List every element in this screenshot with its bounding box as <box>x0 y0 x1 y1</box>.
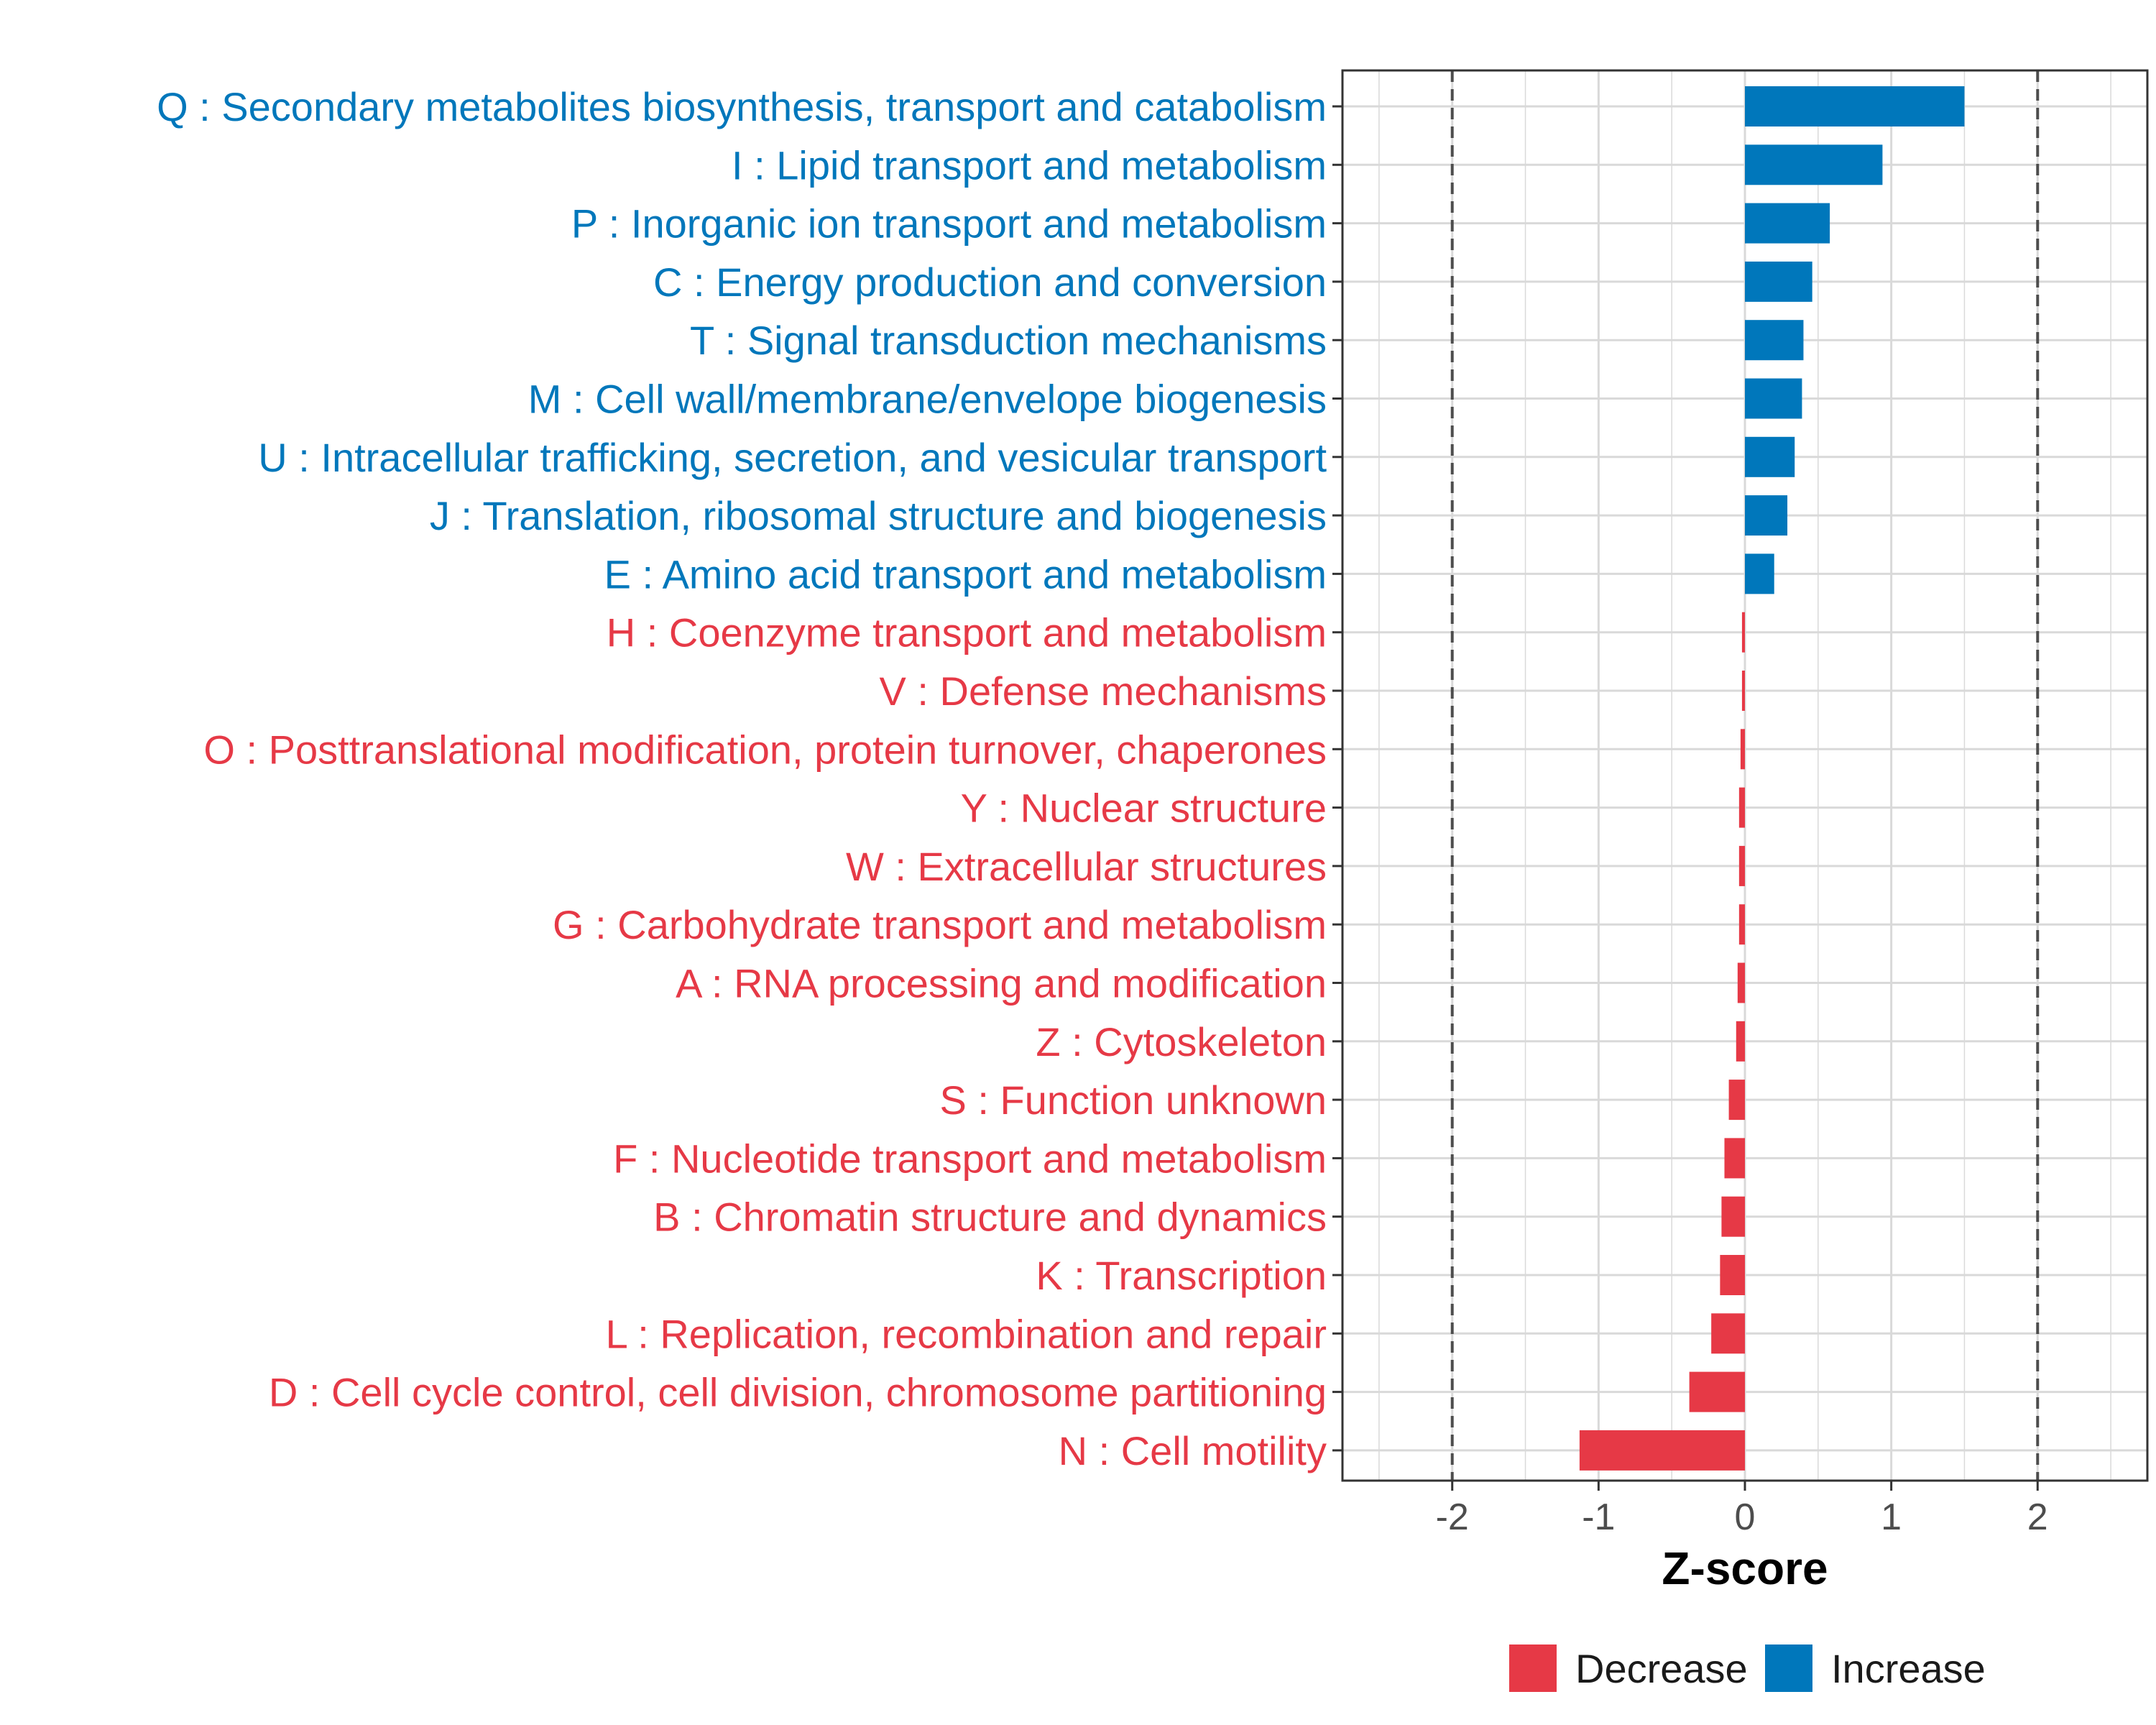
category-label: W : Extracellular structures <box>846 844 1327 889</box>
bar <box>1745 144 1883 185</box>
bar <box>1745 436 1795 477</box>
x-axis-title: Z-score <box>1662 1542 1828 1594</box>
legend-label-increase: Increase <box>1831 1646 1986 1691</box>
category-label: D : Cell cycle control, cell division, c… <box>269 1370 1327 1415</box>
legend: Decrease Increase <box>1509 1644 1986 1692</box>
category-label: K : Transcription <box>1036 1253 1327 1298</box>
bar <box>1740 729 1745 770</box>
bar <box>1728 1080 1745 1121</box>
grid-layer <box>1342 70 2147 1481</box>
category-label: O : Posttranslational modification, prot… <box>203 727 1327 772</box>
bar <box>1579 1430 1745 1471</box>
bar <box>1736 1021 1745 1062</box>
bar <box>1689 1371 1745 1412</box>
category-label: F : Nucleotide transport and metabolism <box>613 1136 1327 1181</box>
bar <box>1745 553 1774 594</box>
category-label: B : Chromatin structure and dynamics <box>653 1195 1327 1240</box>
bar-layer <box>1579 86 1965 1471</box>
category-label: G : Carbohydrate transport and metabolis… <box>553 902 1327 947</box>
x-tick-label: 0 <box>1735 1496 1756 1538</box>
bar <box>1711 1313 1745 1354</box>
category-label: T : Signal transduction mechanisms <box>690 318 1327 363</box>
bar <box>1741 612 1745 653</box>
category-label: S : Function unknown <box>939 1077 1327 1123</box>
category-labels: Q : Secondary metabolites biosynthesis, … <box>157 84 1342 1473</box>
category-label: I : Lipid transport and metabolism <box>732 142 1327 188</box>
x-tick-label: -1 <box>1582 1496 1615 1538</box>
category-label: E : Amino acid transport and metabolism <box>604 551 1327 597</box>
bar <box>1721 1196 1745 1237</box>
bar <box>1738 904 1745 945</box>
legend-swatch-decrease <box>1509 1644 1557 1692</box>
category-label: V : Defense mechanisms <box>880 668 1327 714</box>
category-label: J : Translation, ribosomal structure and… <box>430 493 1327 538</box>
category-label: Z : Cytoskeleton <box>1036 1019 1327 1064</box>
x-tick-label: 1 <box>1881 1496 1902 1538</box>
x-tick-label: -2 <box>1436 1496 1469 1538</box>
threshold-layer <box>1450 70 2040 1481</box>
bar <box>1745 86 1965 126</box>
bar <box>1720 1255 1745 1295</box>
category-label: N : Cell motility <box>1059 1428 1327 1473</box>
bar <box>1738 845 1745 886</box>
category-label: Y : Nuclear structure <box>961 786 1327 831</box>
legend-swatch-increase <box>1765 1644 1812 1692</box>
category-label: C : Energy production and conversion <box>653 259 1327 305</box>
bar <box>1738 787 1745 828</box>
category-label: H : Coenzyme transport and metabolism <box>607 610 1327 656</box>
category-label: M : Cell wall/membrane/envelope biogenes… <box>528 377 1327 422</box>
category-label: L : Replication, recombination and repai… <box>606 1311 1327 1356</box>
bar <box>1741 671 1745 711</box>
category-label: A : RNA processing and modification <box>676 961 1327 1006</box>
category-label: P : Inorganic ion transport and metaboli… <box>571 201 1327 247</box>
legend-label-decrease: Decrease <box>1575 1646 1748 1691</box>
bar <box>1745 378 1802 419</box>
bar <box>1745 203 1830 244</box>
bar <box>1724 1138 1745 1179</box>
bar <box>1745 495 1788 536</box>
bar <box>1737 962 1745 1003</box>
category-label: Q : Secondary metabolites biosynthesis, … <box>157 84 1327 129</box>
bar <box>1745 320 1804 361</box>
x-axis-ticks: -2 -1 0 1 2 <box>1436 1481 2048 1538</box>
category-label: U : Intracellular trafficking, secretion… <box>258 435 1327 480</box>
x-tick-label: 2 <box>2027 1496 2048 1538</box>
bar <box>1745 261 1812 302</box>
